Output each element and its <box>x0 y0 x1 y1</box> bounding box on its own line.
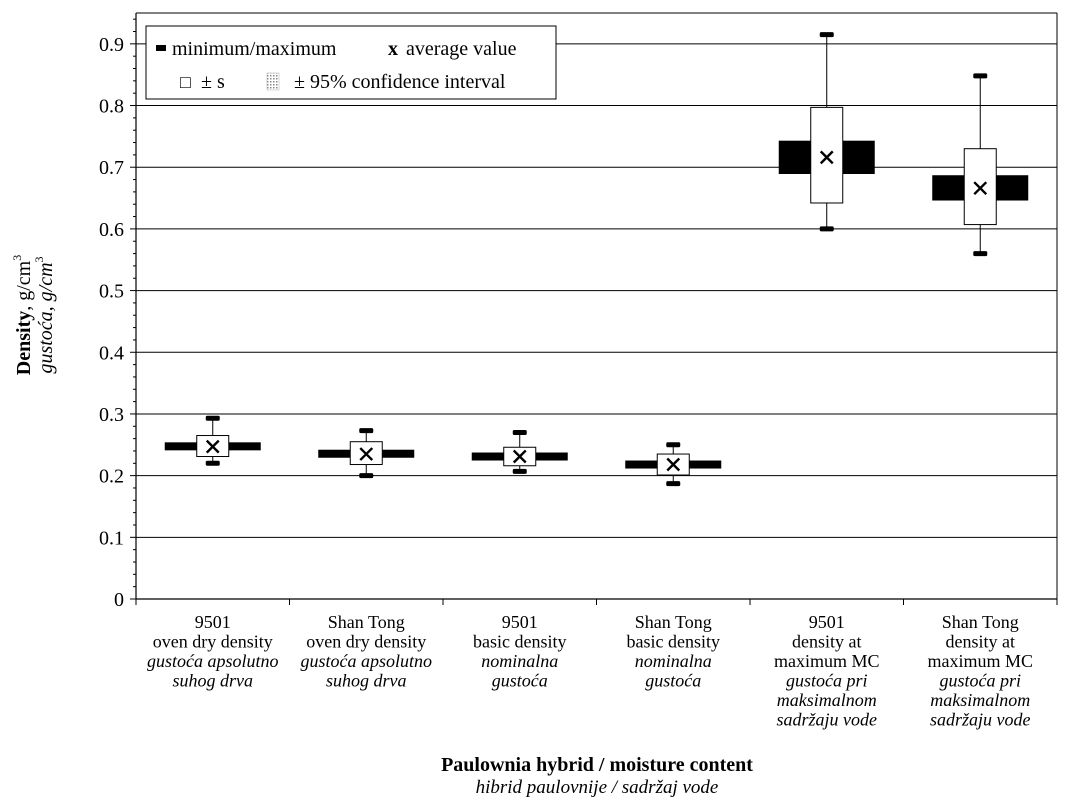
legend-ci-label: ± 95% confidence interval <box>294 71 506 93</box>
mean-stroke <box>512 449 527 464</box>
box-marks <box>164 32 1029 487</box>
mean-stroke <box>205 439 220 454</box>
legend-std-symbol: □ <box>180 72 191 92</box>
legend-box <box>145 25 557 100</box>
x-axis-title: Paulownia hybrid / moisture content <box>441 754 753 776</box>
min-cap <box>359 473 374 479</box>
x-tick-label: density at <box>946 632 1016 652</box>
x-tick-label: maximum MC <box>927 651 1033 671</box>
x-tick-label: 9501 <box>809 612 845 632</box>
mean-marker <box>359 447 374 461</box>
x-tick-label: maximum MC <box>774 651 880 671</box>
grid-lines <box>136 43 1057 538</box>
mean-marker <box>205 439 220 454</box>
x-tick-label-italic: suhog drva <box>326 671 407 691</box>
y-tick-label: 0.3 <box>99 404 124 426</box>
x-tick-label: basic density <box>473 632 566 652</box>
legend-std-label: ± s <box>201 71 225 93</box>
legend-minmax-label: minimum/maximum <box>172 38 337 60</box>
legend-minmax-swatch <box>156 45 166 51</box>
min-cap <box>666 481 681 487</box>
box-5 <box>778 32 875 232</box>
y-tick-label: 0.5 <box>99 281 124 303</box>
mean-stroke <box>973 181 988 196</box>
x-tick-label: Shan Tong <box>328 612 405 632</box>
y-tick-label: 0.6 <box>99 219 124 241</box>
mean-marker <box>819 150 834 165</box>
x-tick-label: 9501 <box>502 612 538 632</box>
x-tick-label-italic: gustoća apsolutno <box>300 651 432 671</box>
box-1 <box>164 415 261 466</box>
y-axis-title: Density, g/cm3 gustoća, g/cm3 <box>10 255 57 375</box>
y-axis-title-italic: gustoća <box>35 311 57 373</box>
y-axis-title-unit-hr: , g/cm <box>35 262 57 311</box>
y-tick-label: 0 <box>114 589 124 611</box>
y-axis-title-sup: 3 <box>10 255 24 261</box>
x-tick-label: basic density <box>627 632 720 652</box>
x-tick-label: density at <box>792 632 862 652</box>
max-cap <box>512 429 527 435</box>
axes: 0 0.1 0.2 0.3 0.4 0.5 0.6 0.7 0.8 0.9 <box>99 12 1058 611</box>
mean-marker <box>973 181 988 196</box>
min-cap <box>512 468 527 474</box>
mean-stroke <box>819 150 834 165</box>
y-axis-title-sup-hr: 3 <box>32 256 46 262</box>
x-tick-label: Shan Tong <box>942 612 1019 632</box>
y-tick-label: 0.8 <box>99 96 124 118</box>
x-tick-label-italic: gustoća pri <box>939 671 1021 691</box>
box-6 <box>932 73 1029 257</box>
legend: minimum/maximum x average value □ ± s ± … <box>145 25 557 100</box>
x-axis-subtitle: hibrid paulovnije / sadržaj vode <box>476 777 719 798</box>
min-cap <box>973 251 988 257</box>
max-cap <box>359 428 374 434</box>
max-cap <box>205 415 220 421</box>
y-axis-title-unit: , g/cm <box>13 260 35 310</box>
y-tick-label: 0.4 <box>99 342 124 364</box>
x-tick-label-italic: gustoća <box>645 671 701 691</box>
sd-box <box>810 106 844 204</box>
y-tick-label: 0.1 <box>99 527 124 549</box>
x-tick-label: oven dry density <box>153 632 273 652</box>
x-tick-label-italic: maksimalnom <box>777 690 877 710</box>
x-tick-label-italic: nominalna <box>635 651 712 671</box>
y-tick-label: 0.9 <box>99 34 124 56</box>
x-tick-label-italic: sadržaju vode <box>930 710 1031 730</box>
legend-average-symbol: x <box>388 38 398 60</box>
x-tick-label-italic: suhog drva <box>173 671 254 691</box>
mean-stroke <box>666 457 681 472</box>
x-tick-label-italic: gustoća <box>492 671 548 691</box>
x-tick-label: Shan Tong <box>635 612 712 632</box>
x-tick-label-italic: sadržaju vode <box>777 710 878 730</box>
x-tick-label: oven dry density <box>306 632 426 652</box>
x-tick-label-italic: gustoća apsolutno <box>147 651 279 671</box>
max-cap <box>973 73 988 79</box>
mean-marker <box>666 457 681 472</box>
x-tick-label-italic: nominalna <box>481 651 558 671</box>
max-cap <box>666 442 681 448</box>
x-tick-label: 9501 <box>195 612 231 632</box>
x-tick-label-italic: gustoća pri <box>786 671 868 691</box>
box-2 <box>318 428 415 479</box>
y-tick-label: 0.7 <box>99 157 124 179</box>
min-cap <box>205 460 220 466</box>
y-axis-title-hr: gustoća, g/cm3 <box>32 256 57 373</box>
mean-stroke <box>359 447 374 461</box>
box-3 <box>471 429 568 474</box>
y-axis-title-en: Density, g/cm3 <box>10 255 35 375</box>
y-axis-title-bold: Density <box>13 311 35 375</box>
x-tick-label-italic: maksimalnom <box>930 690 1030 710</box>
min-cap <box>819 226 834 232</box>
legend-average-label: average value <box>406 38 517 60</box>
y-tick-label: 0.2 <box>99 466 124 488</box>
mean-marker <box>512 449 527 464</box>
box-4 <box>625 442 722 487</box>
legend-ci-swatch <box>266 72 280 91</box>
max-cap <box>819 32 834 38</box>
